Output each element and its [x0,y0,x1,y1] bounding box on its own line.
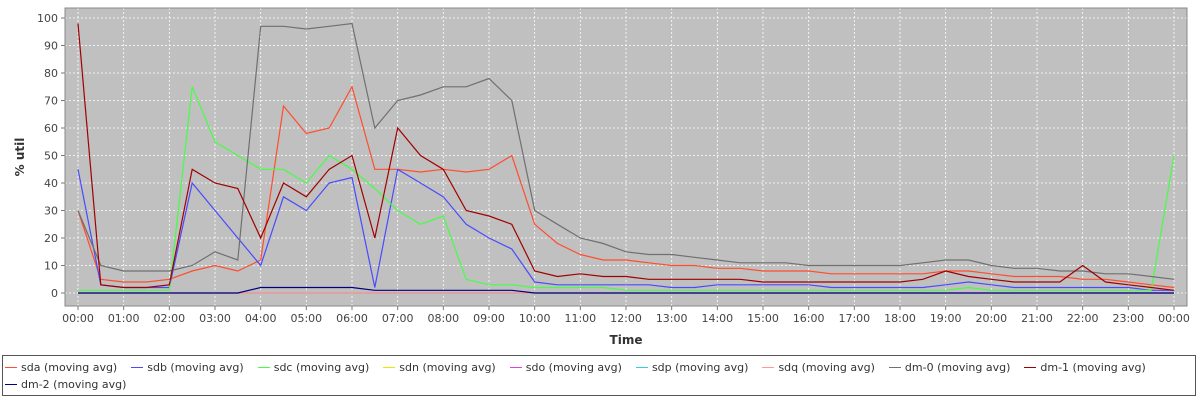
x-tick-label: 12:00 [610,312,642,325]
legend-label: dm-2 (moving avg) [21,378,127,391]
x-tick-label: 13:00 [656,312,688,325]
series-line-7 [77,22,1175,280]
legend-swatch [509,367,522,368]
series-line-0 [77,85,1175,289]
x-tick-label: 16:00 [793,312,825,325]
series-line-1 [77,168,1174,291]
legend-label: sdb (moving avg) [147,361,244,374]
series-layer [77,22,1175,294]
legend: sda (moving avg) sdb (moving avg) sdc (mov… [2,355,1196,396]
x-tick-label: 02:00 [153,312,185,325]
x-tick-label: 22:00 [1067,312,1099,325]
legend-label: dm-0 (moving avg) [904,361,1011,374]
x-tick-label: 11:00 [564,312,596,325]
y-tick-label: 20 [44,232,58,245]
x-tick-label: 15:00 [747,312,779,325]
legend-item: dm-1 (moving avg) [1024,359,1146,376]
x-tick-label: 07:00 [382,312,414,325]
y-tick-label: 50 [44,150,58,163]
legend-label: sdn (moving avg) [399,361,496,374]
x-tick-label: 01:00 [108,312,140,325]
x-tick-label: 20:00 [975,312,1007,325]
x-tick-label: 18:00 [884,312,916,325]
legend-item: sdn (moving avg) [383,359,496,376]
x-tick-label: 08:00 [427,312,459,325]
legend-swatch [5,367,17,368]
x-tick-label: 23:00 [1112,312,1144,325]
legend-item: sdc (moving avg) [257,359,370,376]
legend-label: sdc (moving avg) [273,361,370,374]
series-line-8 [77,23,1175,291]
legend-label: sdo (moving avg) [525,361,622,374]
legend-item: sdo (moving avg) [509,359,622,376]
line-chart: 0 10 20 30 40 50 60 70 80 90 100 00:00 01:00 02:00 03:… [13,7,1190,347]
legend-item: sdp (moving avg) [635,359,749,376]
legend-item: sda (moving avg) [5,359,117,376]
axes: 0 10 20 30 40 50 60 70 80 90 100 00:00 01:00 02:00 03:… [37,7,1190,325]
x-tick-label: 06:00 [336,312,368,325]
legend-swatch [131,367,144,368]
legend-swatch [383,367,396,368]
legend-label: sdq (moving avg) [778,361,875,374]
legend-item: dm-0 (moving avg) [888,359,1011,376]
y-tick-label: 40 [44,177,58,190]
legend-swatch [1024,367,1037,368]
series-line-9 [78,286,1174,294]
y-axis-title: % util [13,138,27,177]
legend-swatch [762,367,775,368]
series-line-2 [78,86,1175,291]
y-tick-label: 90 [44,40,58,53]
x-tick-label: 05:00 [290,312,322,325]
x-tick-label: 00:00 [62,312,94,325]
x-tick-label: 14:00 [701,312,733,325]
legend-swatch [888,367,901,368]
legend-label: sda (moving avg) [21,361,118,374]
x-tick-label: 00:00 [1158,312,1190,325]
y-tick-label: 60 [44,122,58,135]
y-tick-label: 70 [44,95,58,108]
legend-item: sdb (moving avg) [131,359,244,376]
y-tick-label: 30 [44,205,58,218]
legend-swatch [257,367,270,368]
x-tick-label: 04:00 [245,312,277,325]
legend-label: sdp (moving avg) [651,361,749,374]
x-tick-label: 09:00 [473,312,505,325]
y-tick-label: 100 [37,12,58,25]
x-tick-label: 21:00 [1021,312,1053,325]
plot-border [64,7,1188,307]
x-tick-label: 19:00 [930,312,962,325]
x-tick-label: 03:00 [199,312,231,325]
y-tick-label: 80 [44,67,58,80]
x-tick-label: 17:00 [838,312,870,325]
y-tick-label: 10 [44,260,58,273]
legend-swatch [5,384,17,385]
legend-item: dm-2 (moving avg) [5,376,126,393]
x-axis-title: Time [610,333,643,347]
legend-label: dm-1 (moving avg) [1040,361,1146,374]
grid [65,8,1187,306]
legend-swatch [635,367,648,368]
x-tick-label: 10:00 [519,312,551,325]
y-tick-label: 0 [51,287,58,300]
legend-item: sdq (moving avg) [762,359,875,376]
